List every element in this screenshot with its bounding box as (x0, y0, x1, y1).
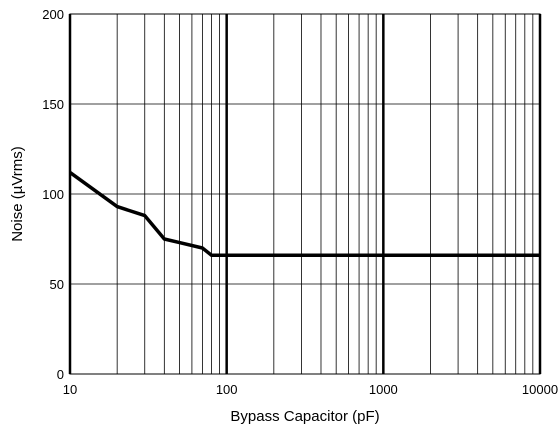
x-axis-title: Bypass Capacitor (pF) (230, 408, 379, 425)
x-tick-label: 10000 (522, 382, 558, 397)
grid (68, 13, 542, 375)
series-layer (68, 170, 540, 257)
y-axis-ticks: 0 50 100 150 200 (42, 7, 64, 382)
y-tick-label: 50 (50, 277, 64, 292)
series-line-0 (68, 170, 540, 257)
y-tick-label: 150 (42, 97, 64, 112)
x-tick-label: 100 (216, 382, 238, 397)
plot-area-frame (69, 13, 541, 375)
x-axis-ticks: 10 100 1000 10000 (63, 382, 558, 397)
y-axis-title: Noise (µVrms) (9, 146, 26, 242)
y-tick-label: 0 (57, 367, 64, 382)
x-tick-label: 10 (63, 382, 77, 397)
y-tick-label: 100 (42, 187, 64, 202)
y-tick-label: 200 (42, 7, 64, 22)
x-tick-label: 1000 (369, 382, 398, 397)
